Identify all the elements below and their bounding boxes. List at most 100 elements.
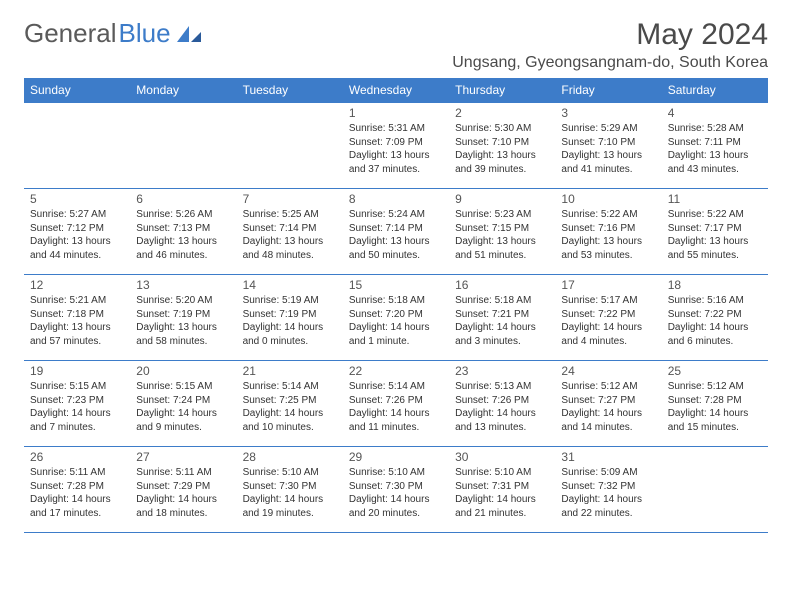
sunrise-text: Sunrise: 5:18 AM bbox=[455, 294, 549, 308]
day-number: 13 bbox=[136, 278, 230, 292]
header: GeneralBlue May 2024 Ungsang, Gyeongsang… bbox=[24, 18, 768, 72]
sunrise-text: Sunrise: 5:31 AM bbox=[349, 122, 443, 136]
day-number: 17 bbox=[561, 278, 655, 292]
day-number: 30 bbox=[455, 450, 549, 464]
calendar-cell: 21Sunrise: 5:14 AMSunset: 7:25 PMDayligh… bbox=[237, 361, 343, 447]
sunset-text: Sunset: 7:28 PM bbox=[668, 394, 762, 408]
calendar-cell: 14 Sunrise: 5:19 AMSunset: 7:19 PMDayligh… bbox=[237, 275, 343, 361]
day-details: Sunrise: 5:29 AMSunset: 7:10 PMDaylight:… bbox=[561, 122, 655, 176]
month-title: May 2024 bbox=[452, 18, 768, 52]
calendar-header-row: SundayMondayTuesdayWednesdayThursdayFrid… bbox=[24, 78, 768, 103]
day-details: Sunrise: 5:10 AMSunset: 7:30 PMDaylight:… bbox=[243, 466, 337, 520]
daylight-text: Daylight: 14 hours and 20 minutes. bbox=[349, 493, 443, 520]
sunrise-text: Sunrise: 5:10 AM bbox=[455, 466, 549, 480]
calendar-cell bbox=[237, 103, 343, 189]
daylight-text: Daylight: 14 hours and 21 minutes. bbox=[455, 493, 549, 520]
calendar-cell: 24Sunrise: 5:12 AMSunset: 7:27 PMDayligh… bbox=[555, 361, 661, 447]
daylight-text: Daylight: 13 hours and 58 minutes. bbox=[136, 321, 230, 348]
sunset-text: Sunset: 7:25 PM bbox=[243, 394, 337, 408]
day-number: 8 bbox=[349, 192, 443, 206]
calendar-week: 12Sunrise: 5:21 AMSunset: 7:18 PMDayligh… bbox=[24, 275, 768, 361]
sunrise-text: Sunrise: 5:16 AM bbox=[668, 294, 762, 308]
location: Ungsang, Gyeongsangnam-do, South Korea bbox=[452, 54, 768, 72]
day-details: Sunrise: 5:18 AMSunset: 7:21 PMDaylight:… bbox=[455, 294, 549, 348]
daylight-text: Daylight: 14 hours and 17 minutes. bbox=[30, 493, 124, 520]
day-details: Sunrise: 5:24 AMSunset: 7:14 PMDaylight:… bbox=[349, 208, 443, 262]
calendar-table: SundayMondayTuesdayWednesdayThursdayFrid… bbox=[24, 78, 768, 533]
sunset-text: Sunset: 7:26 PM bbox=[455, 394, 549, 408]
sunset-text: Sunset: 7:16 PM bbox=[561, 222, 655, 236]
day-details: Sunrise: 5:23 AMSunset: 7:15 PMDaylight:… bbox=[455, 208, 549, 262]
sunrise-text: Sunrise: 5:11 AM bbox=[30, 466, 124, 480]
sunrise-text: Sunrise: 5:14 AM bbox=[243, 380, 337, 394]
calendar-body: 1 Sunrise: 5:31 AMSunset: 7:09 PM Daylight… bbox=[24, 103, 768, 533]
day-header: Friday bbox=[555, 78, 661, 103]
day-details: Sunrise: 5:18 AMSunset: 7:20 PMDaylight:… bbox=[349, 294, 443, 348]
day-number: 10 bbox=[561, 192, 655, 206]
day-details: Sunrise: 5:11 AMSunset: 7:29 PMDaylight:… bbox=[136, 466, 230, 520]
sunrise-text: Sunrise: 5:25 AM bbox=[243, 208, 337, 222]
sunrise-text: Sunrise: 5:09 AM bbox=[561, 466, 655, 480]
daylight-text: Daylight: 14 hours and 10 minutes. bbox=[243, 407, 337, 434]
sunset-text: Sunset: 7:12 PM bbox=[30, 222, 124, 236]
day-number: 1 bbox=[349, 106, 443, 120]
day-header: Monday bbox=[130, 78, 236, 103]
calendar-cell: 28Sunrise: 5:10 AMSunset: 7:30 PMDayligh… bbox=[237, 447, 343, 533]
day-number: 19 bbox=[30, 364, 124, 378]
sunrise-text: Sunrise: 5:21 AM bbox=[30, 294, 124, 308]
day-details: Sunrise: 5:19 AMSunset: 7:19 PMDaylight:… bbox=[243, 294, 337, 348]
calendar-cell: 19Sunrise: 5:15 AMSunset: 7:23 PMDayligh… bbox=[24, 361, 130, 447]
sunrise-text: Sunrise: 5:30 AM bbox=[455, 122, 549, 136]
day-details: Sunrise: 5:10 AMSunset: 7:31 PMDaylight:… bbox=[455, 466, 549, 520]
logo: GeneralBlue bbox=[24, 18, 203, 49]
calendar-week: 1 Sunrise: 5:31 AMSunset: 7:09 PM Daylight… bbox=[24, 103, 768, 189]
daylight-text: Daylight: 13 hours and 44 minutes. bbox=[30, 235, 124, 262]
daylight-text: Daylight: 14 hours and 18 minutes. bbox=[136, 493, 230, 520]
calendar-cell: 7Sunrise: 5:25 AMSunset: 7:14 PMDaylight… bbox=[237, 189, 343, 275]
sunset-text: Sunset: 7:30 PM bbox=[243, 480, 337, 494]
calendar-cell: 27 Sunrise: 5:11 AMSunset: 7:29 PMDayligh… bbox=[130, 447, 236, 533]
sunset-text: Sunset: 7:26 PM bbox=[349, 394, 443, 408]
calendar-week: 5Sunrise: 5:27 AMSunset: 7:12 PMDaylight… bbox=[24, 189, 768, 275]
day-details: Sunrise: 5:22 AMSunset: 7:17 PMDaylight:… bbox=[668, 208, 762, 262]
calendar-cell bbox=[24, 103, 130, 189]
daylight-text: Daylight: 13 hours and 46 minutes. bbox=[136, 235, 230, 262]
day-number: 11 bbox=[668, 192, 762, 206]
sunset-text: Sunset: 7:10 PM bbox=[561, 136, 655, 150]
day-details: Sunrise: 5:16 AMSunset: 7:22 PMDaylight:… bbox=[668, 294, 762, 348]
calendar-cell: 10 Sunrise: 5:22 AMSunset: 7:16 PMDayligh… bbox=[555, 189, 661, 275]
sunset-text: Sunset: 7:19 PM bbox=[243, 308, 337, 322]
day-number: 7 bbox=[243, 192, 337, 206]
day-number: 14 bbox=[243, 278, 337, 292]
daylight-text: Daylight: 14 hours and 1 minute. bbox=[349, 321, 443, 348]
sunset-text: Sunset: 7:21 PM bbox=[455, 308, 549, 322]
sail-icon bbox=[175, 24, 203, 44]
sunset-text: Sunset: 7:24 PM bbox=[136, 394, 230, 408]
day-details: Sunrise: 5:22 AMSunset: 7:16 PMDaylight:… bbox=[561, 208, 655, 262]
day-details: Sunrise: 5:21 AMSunset: 7:18 PMDaylight:… bbox=[30, 294, 124, 348]
calendar-cell: 23Sunrise: 5:13 AMSunset: 7:26 PMDayligh… bbox=[449, 361, 555, 447]
day-details: Sunrise: 5:27 AMSunset: 7:12 PMDaylight:… bbox=[30, 208, 124, 262]
calendar-cell: 26Sunrise: 5:11 AMSunset: 7:28 PMDayligh… bbox=[24, 447, 130, 533]
sunrise-text: Sunrise: 5:23 AM bbox=[455, 208, 549, 222]
calendar-cell: 29Sunrise: 5:10 AMSunset: 7:30 PMDayligh… bbox=[343, 447, 449, 533]
daylight-text: Daylight: 14 hours and 7 minutes. bbox=[30, 407, 124, 434]
sunrise-text: Sunrise: 5:26 AM bbox=[136, 208, 230, 222]
sunset-text: Sunset: 7:14 PM bbox=[243, 222, 337, 236]
sunset-text: Sunset: 7:09 PM bbox=[349, 136, 443, 150]
day-number: 27 bbox=[136, 450, 230, 464]
daylight-text: Daylight: 14 hours and 13 minutes. bbox=[455, 407, 549, 434]
daylight-text: Daylight: 13 hours and 39 minutes. bbox=[455, 149, 549, 176]
sunrise-text: Sunrise: 5:22 AM bbox=[561, 208, 655, 222]
calendar-cell: 4Sunrise: 5:28 AMSunset: 7:11 PMDaylight… bbox=[662, 103, 768, 189]
day-number: 5 bbox=[30, 192, 124, 206]
calendar-cell: 31Sunrise: 5:09 AMSunset: 7:32 PMDayligh… bbox=[555, 447, 661, 533]
day-header: Thursday bbox=[449, 78, 555, 103]
calendar-cell bbox=[662, 447, 768, 533]
sunrise-text: Sunrise: 5:12 AM bbox=[561, 380, 655, 394]
daylight-text: Daylight: 14 hours and 22 minutes. bbox=[561, 493, 655, 520]
calendar-cell: 8 Sunrise: 5:24 AMSunset: 7:14 PMDaylight… bbox=[343, 189, 449, 275]
day-number: 22 bbox=[349, 364, 443, 378]
daylight-text: Daylight: 14 hours and 3 minutes. bbox=[455, 321, 549, 348]
sunrise-text: Sunrise: 5:27 AM bbox=[30, 208, 124, 222]
